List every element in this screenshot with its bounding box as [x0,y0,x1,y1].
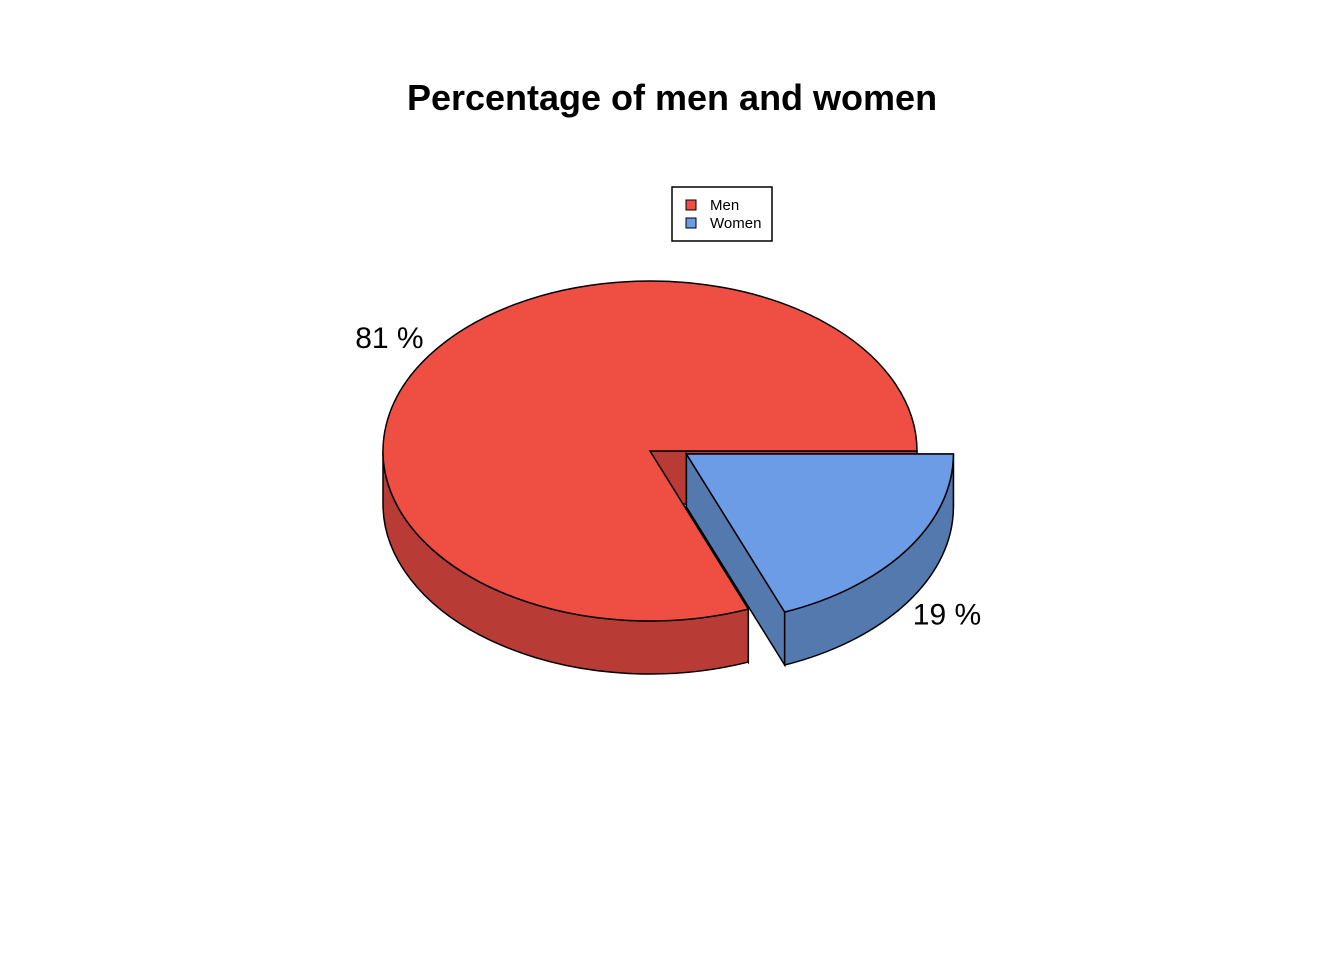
slice-label-women: 19 % [913,598,981,631]
legend-box [671,186,773,242]
slice-women [685,451,955,668]
legend-label-men: Men [710,197,739,214]
chart-title: Percentage of men and women [407,77,937,118]
legend-label-women: Women [710,215,761,232]
legend-swatch-women [685,217,697,229]
slice-label-men: 81 % [355,322,423,355]
slice-labels: 81 % 19 % [355,322,981,631]
pie-plot-area [382,280,955,675]
legend-swatch-men [685,199,697,211]
slice-men-top [382,280,918,622]
slice-women-top [685,453,955,613]
legend: Men Women [671,186,773,242]
